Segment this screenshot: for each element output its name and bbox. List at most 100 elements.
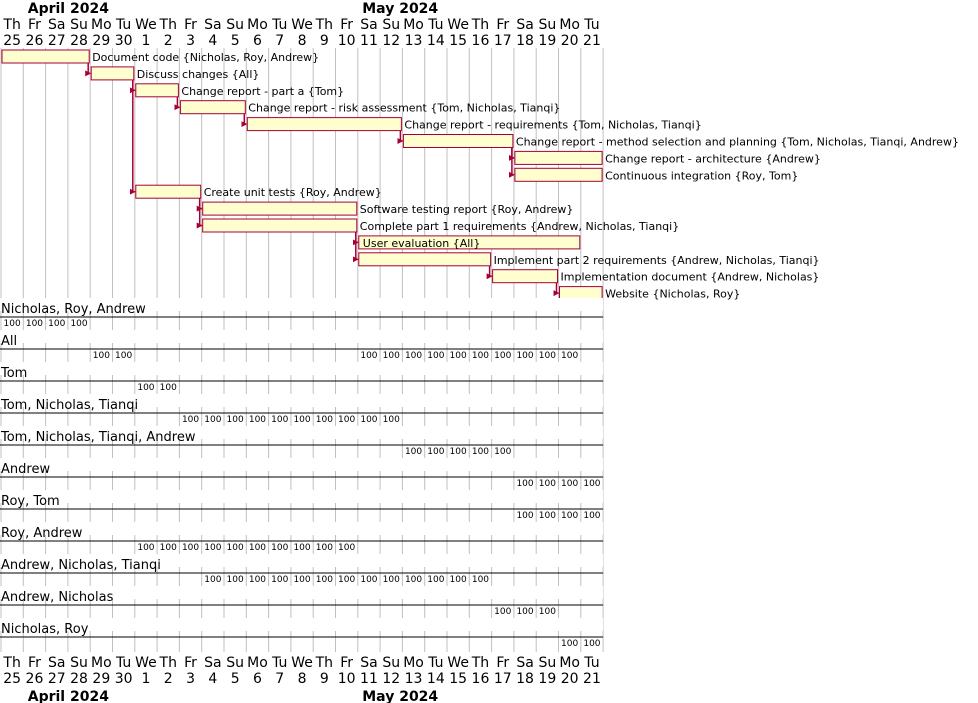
resource-name: Roy, Tom (1, 494, 60, 509)
dependency-arrow (486, 265, 493, 280)
dependency-arrow (129, 79, 136, 195)
weekday-label: Sa (204, 655, 221, 671)
resource-load-value: 100 (583, 639, 600, 649)
resource-load-value: 100 (160, 543, 177, 553)
date-label: 1 (141, 33, 150, 49)
month-label: April 2024 (28, 1, 109, 17)
resource-load-value: 100 (539, 479, 556, 489)
weekday-label: We (447, 655, 469, 671)
weekday-label: We (291, 17, 313, 33)
resource-load-value: 100 (494, 351, 511, 361)
resource-load-value: 100 (383, 575, 400, 585)
weekday-label: We (135, 655, 157, 671)
resource-load-value: 100 (494, 607, 511, 617)
date-label: 30 (115, 33, 133, 49)
resource-load-value: 100 (539, 351, 556, 361)
date-label: 16 (472, 671, 490, 687)
task-label: Change report - requirements {Tom, Nicho… (404, 119, 701, 132)
weekday-label: Th (159, 655, 177, 671)
date-label: 4 (208, 33, 217, 49)
task-bar (492, 269, 559, 284)
task-label: Complete part 1 requirements {Andrew, Ni… (360, 220, 679, 233)
task-label: Discuss changes {All} (137, 68, 260, 81)
date-label: 26 (26, 33, 44, 49)
resource-name: Andrew (1, 462, 50, 477)
date-label: 16 (472, 33, 490, 49)
resource-name-backdrop (0, 394, 604, 407)
calendar-header-bottom: April 2024 May 2024Th25Fr26Sa27Su28Mo29Tu… (2, 655, 600, 703)
resource-name-backdrop (0, 586, 604, 599)
date-label: 4 (208, 671, 217, 687)
resource-load-value: 100 (472, 447, 489, 457)
task-bar (1, 49, 90, 64)
calendar-header-top: April 2024 May 2024Th25Fr26Sa27Su28Mo29Tu… (2, 1, 600, 49)
weekday-label: Th (315, 655, 333, 671)
date-label: 10 (338, 33, 356, 49)
dependency-arrow (85, 63, 92, 77)
resource-load-value: 100 (249, 575, 266, 585)
task-bar (90, 66, 135, 81)
resource-load-value: 100 (383, 351, 400, 361)
resource-load-value: 100 (204, 415, 221, 425)
resource-load-value: 100 (583, 479, 600, 489)
weekday-label: Su (70, 17, 88, 33)
task-label: Software testing report {Roy, Andrew} (360, 203, 574, 216)
date-label: 9 (320, 33, 329, 49)
resource-name-backdrop (0, 330, 604, 343)
resource-name-backdrop (0, 554, 604, 567)
task-bar (402, 134, 514, 148)
date-label: 17 (494, 671, 512, 687)
resource-load-value: 100 (405, 447, 422, 457)
resource-load-value: 100 (450, 351, 467, 361)
dependency-arrow (508, 147, 515, 178)
resource-load-value: 100 (516, 511, 533, 521)
resource-name-backdrop (0, 298, 604, 311)
weekday-label: Sa (516, 17, 533, 33)
date-label: 6 (253, 33, 262, 49)
date-label: 9 (320, 671, 329, 687)
resource-name: Roy, Andrew (1, 526, 83, 541)
resource-load-value: 100 (271, 415, 288, 425)
resource-name: Tom (0, 366, 27, 381)
resource-load-value: 100 (316, 543, 333, 553)
weekday-label: Th (159, 17, 177, 33)
resource-load-value: 100 (405, 575, 422, 585)
resource-load-value: 100 (48, 319, 65, 329)
weekday-label: Mo (91, 655, 112, 671)
date-label: 10 (338, 671, 356, 687)
resource-name-backdrop (0, 618, 604, 631)
resource-load-value: 100 (516, 351, 533, 361)
resource-load-value: 100 (360, 351, 377, 361)
date-label: 8 (298, 33, 307, 49)
task-bar (358, 235, 581, 250)
resource-load-value: 100 (427, 447, 444, 457)
task-label: Change report - method selection and pla… (516, 136, 959, 149)
resource-load-value: 100 (182, 543, 199, 553)
resource-load-value: 100 (427, 575, 444, 585)
weekday-label: Mo (91, 17, 112, 33)
date-label: 3 (186, 33, 195, 49)
date-label: 14 (427, 671, 445, 687)
weekday-label: Sa (48, 17, 65, 33)
resource-load-value: 100 (561, 639, 578, 649)
resource-load-value: 100 (137, 383, 154, 393)
weekday-label: Sa (360, 655, 377, 671)
weekday-label: Su (382, 655, 400, 671)
task-label: Change report - risk assessment {Tom, Ni… (248, 102, 560, 115)
resource-name: All (1, 334, 17, 349)
weekday-label: Th (2, 17, 20, 33)
weekday-label: Tu (115, 17, 131, 33)
task-label: Document code {Nicholas, Roy, Andrew} (92, 51, 319, 64)
weekday-label: Th (471, 655, 489, 671)
resource-load-value: 100 (26, 319, 43, 329)
weekday-label: Sa (516, 655, 533, 671)
weekday-label: Su (226, 17, 244, 33)
task-bars: Document code {Nicholas, Roy, Andrew} Dis… (1, 49, 959, 301)
resource-name: Nicholas, Roy (1, 622, 89, 637)
resource-load-value: 100 (360, 575, 377, 585)
task-bar (202, 201, 358, 216)
task-bar (246, 117, 402, 132)
resource-load-value: 100 (227, 415, 244, 425)
date-label: 11 (360, 671, 378, 687)
task-label: Implementation document {Andrew, Nichola… (561, 271, 820, 284)
